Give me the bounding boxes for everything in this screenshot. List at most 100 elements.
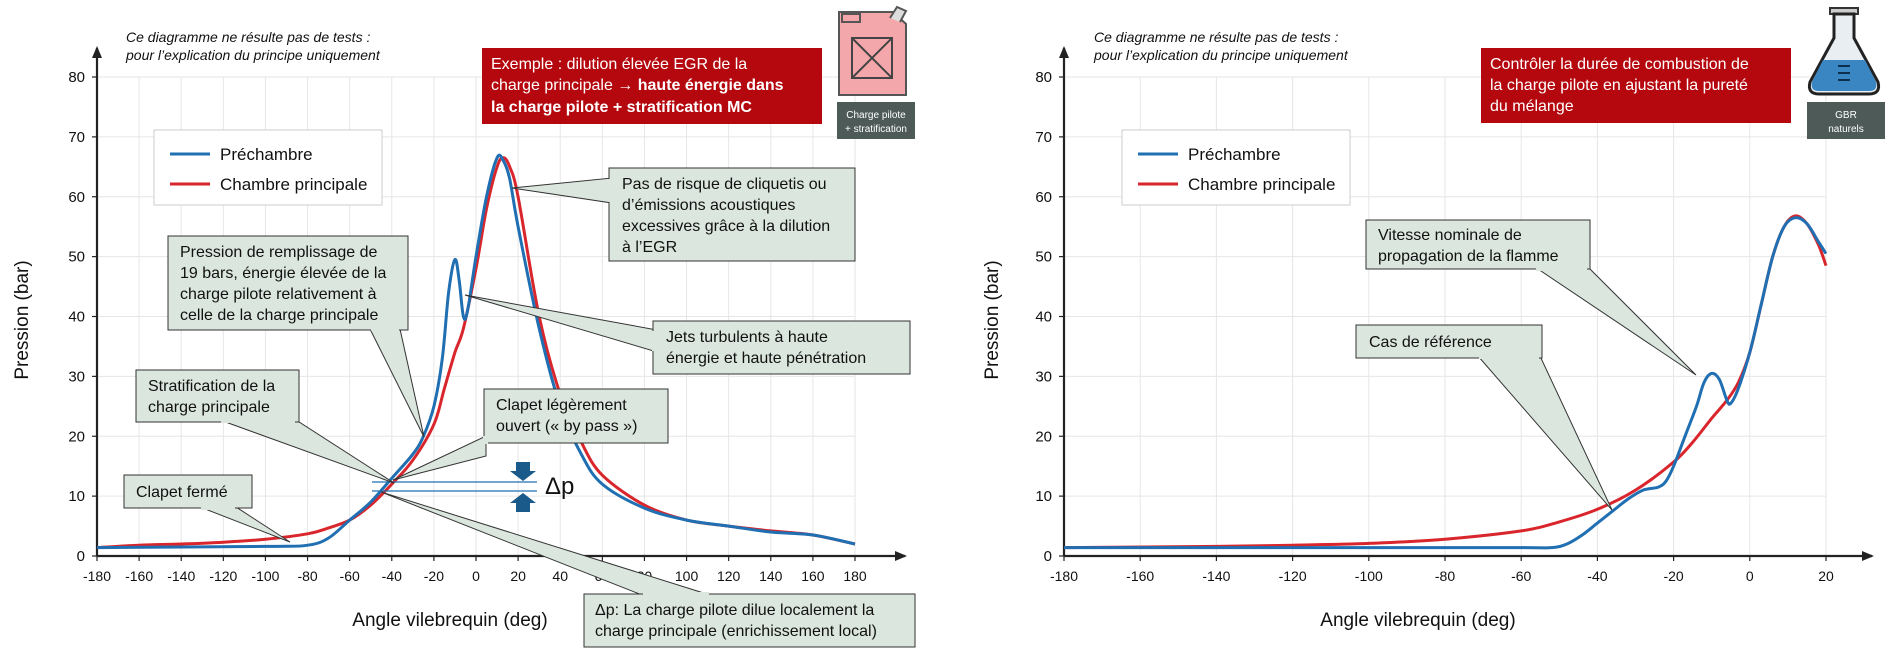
y-tick-label: 20 <box>68 428 85 445</box>
y-tick-label: 60 <box>68 189 85 206</box>
y-tick-label: 30 <box>68 368 85 385</box>
note-line: pour l’explication du principe uniquemen… <box>125 47 381 63</box>
y-tick-label: 40 <box>1035 309 1052 326</box>
x-tick-label: -60 <box>1511 568 1531 584</box>
y-tick-labels: 0 10 20 30 40 50 60 70 80 <box>1035 69 1052 565</box>
x-tick-label: -120 <box>209 568 237 584</box>
flask-icon: GBR naturels <box>1807 7 1885 139</box>
callout-line: propagation de la flamme <box>1378 248 1559 265</box>
x-tick-labels: -180 -160 -140 -120 -100 -80 -60 -40 -20 0 20 <box>1050 568 1834 584</box>
series-lines <box>1063 214 1828 550</box>
x-tick-label: 160 <box>801 568 825 584</box>
y-axis-label: Pression (bar) <box>12 260 33 379</box>
callout-line: Clapet fermé <box>136 484 228 501</box>
x-tick-label: -80 <box>297 568 317 584</box>
icon-label: + stratification <box>845 124 907 135</box>
callout-line: 19 bars, énergie élevée de la <box>180 265 386 282</box>
x-tick-labels: -180-160-140-120-100-80-60-40-2002040608… <box>83 568 867 584</box>
axes <box>1059 46 1874 561</box>
delta-p-marker: Δp <box>372 462 574 512</box>
y-tick-label: 70 <box>68 129 85 146</box>
x-axis-label: Angle vilebrequin (deg) <box>352 610 547 631</box>
x-axis-label: Angle vilebrequin (deg) <box>1320 610 1515 631</box>
callout-line: à l’EGR <box>622 239 677 256</box>
x-tick-label: -40 <box>382 568 402 584</box>
icon-label: Charge pilote <box>846 110 906 121</box>
x-tick-label: -20 <box>1663 568 1683 584</box>
highlight-line: la charge pilote + stratification MC <box>491 99 752 116</box>
highlight-box: Exemple : dilution élevée EGR de la char… <box>482 48 822 124</box>
x-tick-label: -160 <box>125 568 153 584</box>
x-tick-label: 140 <box>759 568 783 584</box>
icon-label: naturels <box>1828 124 1864 135</box>
callout-line: Stratification de la <box>148 378 275 395</box>
x-tick-label: -120 <box>1279 568 1307 584</box>
highlight-background <box>482 48 822 124</box>
callout-line: ouvert (« by pass ») <box>496 418 637 435</box>
callout-line: charge principale (enrichissement local) <box>595 623 877 640</box>
legend: Préchambre Chambre principale <box>153 129 383 206</box>
fuel-can-icon: Charge pilote + stratification <box>837 5 915 139</box>
y-tick-label: 80 <box>68 69 85 86</box>
note-line: Ce diagramme ne résulte pas de tests : <box>1094 29 1338 45</box>
x-tick-label: 40 <box>552 568 568 584</box>
series-lines <box>96 153 856 550</box>
legend-box <box>1121 129 1351 206</box>
y-tick-label: 80 <box>1035 69 1052 86</box>
callout-stratification: Stratification de la charge principale <box>135 369 395 484</box>
callout-reference: Cas de référence <box>1355 324 1613 511</box>
x-tick-label: -20 <box>424 568 444 584</box>
x-tick-label: 20 <box>1818 568 1834 584</box>
dp-arrow-up <box>510 493 536 512</box>
highlight-line: du mélange <box>1490 98 1574 115</box>
callout-jets: Jets turbulents à haute énergie et haute… <box>464 294 911 375</box>
callout-line: charge principale <box>148 399 270 416</box>
callout-clapet-ouvert: Clapet légèrement ouvert (« by pass ») <box>392 388 669 481</box>
x-tick-label: 120 <box>717 568 741 584</box>
dp-arrow-down <box>510 462 536 481</box>
y-tick-label: 50 <box>68 249 85 266</box>
x-tick-label: -180 <box>83 568 111 584</box>
callout-line: d’émissions acoustiques <box>622 197 795 214</box>
dp-label: Δp <box>545 473 574 500</box>
callout-pression: Pression de remplissage de 19 bars, éner… <box>167 235 425 438</box>
x-tick-label: -140 <box>167 568 195 584</box>
legend-label: Préchambre <box>1188 145 1281 164</box>
x-tick-label: -180 <box>1050 568 1078 584</box>
highlight-line: la charge pilote en ajustant la pureté <box>1490 77 1748 94</box>
chart-left: 0 10 20 30 40 50 60 70 80 -180 -160 -140 -120 -100 -8… <box>12 5 916 648</box>
callout-line: charge pilote relativement à <box>180 286 377 303</box>
y-tick-label: 10 <box>68 488 85 505</box>
x-tick-label: -40 <box>1587 568 1607 584</box>
callout-line: celle de la charge principale <box>180 307 378 324</box>
legend: Préchambre Chambre principale <box>1121 129 1351 206</box>
y-tick-label: 40 <box>68 309 85 326</box>
legend-box <box>153 129 383 206</box>
y-tick-label: 50 <box>1035 249 1052 266</box>
callout-vitesse: Vitesse nominale de propagation de la fl… <box>1365 219 1697 376</box>
callout-line: Δp: La charge pilote dilue localement la <box>595 602 874 619</box>
y-tick-label: 30 <box>1035 368 1052 385</box>
legend-label: Préchambre <box>220 145 313 164</box>
callout-line: Clapet légèrement <box>496 397 627 414</box>
y-tick-label: 0 <box>1044 548 1052 565</box>
callout-clapet-ferme: Clapet fermé <box>123 474 291 543</box>
y-axis-label: Pression (bar) <box>982 260 1003 379</box>
note-line: Ce diagramme ne résulte pas de tests : <box>126 29 370 45</box>
x-tick-label: -160 <box>1126 568 1154 584</box>
callout-dp: Δp: La charge pilote dilue localement la… <box>380 491 916 648</box>
y-tick-label: 70 <box>1035 129 1052 146</box>
highlight-background <box>1481 48 1791 123</box>
legend-label: Chambre principale <box>220 175 367 194</box>
x-tick-label: 100 <box>675 568 699 584</box>
highlight-line: charge principale → haute énergie dans <box>491 77 784 94</box>
callout-egr: Pas de risque de cliquetis ou d’émission… <box>511 167 856 262</box>
x-tick-label: -100 <box>1355 568 1383 584</box>
callout-line: excessives grâce à la dilution <box>622 218 830 235</box>
callout-line: Pression de remplissage de <box>180 244 378 261</box>
chart-right: 0 10 20 30 40 50 60 70 80 -180 -160 -140 -120 -100 -8… <box>982 7 1885 631</box>
y-tick-label: 20 <box>1035 428 1052 445</box>
disclaimer-note: Ce diagramme ne résulte pas de tests : p… <box>1093 29 1349 63</box>
highlight-line: Exemple : dilution élevée EGR de la <box>491 56 747 73</box>
